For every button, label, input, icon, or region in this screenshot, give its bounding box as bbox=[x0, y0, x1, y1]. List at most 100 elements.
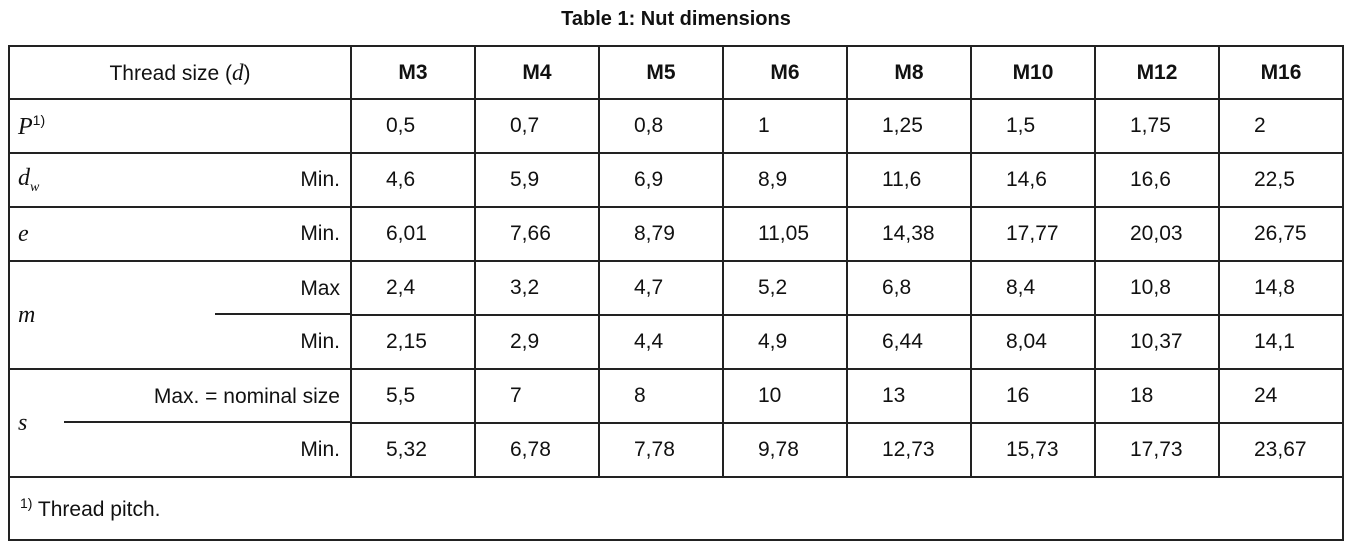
value-cell: 4,7 bbox=[598, 260, 724, 316]
value-cell: 8,4 bbox=[970, 260, 1096, 316]
symbol: d bbox=[18, 164, 30, 191]
header-label: Thread size (d) bbox=[8, 45, 352, 100]
qualifier: Min. bbox=[300, 168, 340, 191]
value-cell: 5,32 bbox=[350, 422, 476, 478]
symbol: m bbox=[18, 301, 36, 328]
thread-size: M4 bbox=[474, 45, 600, 100]
value-cell: 26,75 bbox=[1218, 206, 1344, 262]
value-cell: 16,6 bbox=[1094, 152, 1220, 208]
header-row: Thread size (d) M3 M4 M5 M6 M8 M10 M12 M16 bbox=[8, 45, 1344, 100]
row-qualifier: Max. = nominal size bbox=[64, 368, 352, 423]
value-cell: 16 bbox=[970, 368, 1096, 424]
value-cell: 11,6 bbox=[846, 152, 972, 208]
value-cell: 20,03 bbox=[1094, 206, 1220, 262]
row-symbol: s bbox=[8, 368, 64, 478]
thread-size: M8 bbox=[846, 45, 972, 100]
row-qualifier bbox=[64, 98, 352, 154]
row-qualifier: Min. bbox=[64, 152, 352, 208]
value-cell: 2 bbox=[1218, 98, 1344, 154]
value-cell: 6,9 bbox=[598, 152, 724, 208]
value-cell: 7 bbox=[474, 368, 600, 424]
footnote-ref: 1) bbox=[32, 111, 46, 128]
qualifier: Min. bbox=[300, 222, 340, 245]
data-row: dw Min. 4,6 5,9 6,9 8,9 11,6 14,6 16,6 22,5 bbox=[8, 152, 1344, 208]
value-cell: 6,44 bbox=[846, 314, 972, 370]
nut-table: Thread size (d) M3 M4 M5 M6 M8 M10 M12 M16 P1) 0,5… bbox=[8, 45, 1344, 541]
value-cell: 5,9 bbox=[474, 152, 600, 208]
value-cell: 1,75 bbox=[1094, 98, 1220, 154]
value-cell: 4,4 bbox=[598, 314, 724, 370]
value-cell: 10,8 bbox=[1094, 260, 1220, 316]
row-qualifier: Max bbox=[64, 260, 352, 315]
value-cell: 5,2 bbox=[722, 260, 848, 316]
value-cell: 15,73 bbox=[970, 422, 1096, 478]
row-symbol: m bbox=[8, 260, 64, 370]
row-qualifier: Min. bbox=[64, 206, 352, 262]
value-cell: 9,78 bbox=[722, 422, 848, 478]
value-cell: 8,9 bbox=[722, 152, 848, 208]
value-cell: 13 bbox=[846, 368, 972, 424]
symbol: P bbox=[18, 113, 33, 140]
value-cell: 2,9 bbox=[474, 314, 600, 370]
value-cell: 24 bbox=[1218, 368, 1344, 424]
value-cell: 22,5 bbox=[1218, 152, 1344, 208]
value-cell: 10,37 bbox=[1094, 314, 1220, 370]
data-row: m Max 2,4 3,2 4,7 5,2 6,8 8,4 10,8 14,8 bbox=[8, 260, 1344, 370]
qualifier: Min. bbox=[300, 329, 340, 353]
value-cell: 4,6 bbox=[350, 152, 476, 208]
footnote-row: 1) Thread pitch. bbox=[8, 476, 1344, 541]
data-row: s Max. = nominal size 5,5 7 8 10 13 16 18 24 bbox=[8, 368, 1344, 478]
value-cell: 2,4 bbox=[350, 260, 476, 316]
value-cell: 0,5 bbox=[350, 98, 476, 154]
label-symbol: d bbox=[232, 59, 244, 85]
row-symbol: dw bbox=[8, 152, 64, 208]
value-cell: 12,73 bbox=[846, 422, 972, 478]
data-row: e Min. 6,01 7,66 8,79 11,05 14,38 17,77 20,03 26,… bbox=[8, 206, 1344, 262]
value-cell: 8 bbox=[598, 368, 724, 424]
value-cell: 4,9 bbox=[722, 314, 848, 370]
value-cell: 6,8 bbox=[846, 260, 972, 316]
value-cell: 0,7 bbox=[474, 98, 600, 154]
value-cell: 14,8 bbox=[1218, 260, 1344, 316]
qualifier: Min. bbox=[300, 437, 340, 461]
qualifier: Max. = nominal size bbox=[153, 384, 340, 408]
row-qualifier: Min. bbox=[64, 423, 352, 478]
value-cell: 10 bbox=[722, 368, 848, 424]
value-cell: 17,77 bbox=[970, 206, 1096, 262]
value-cell: 6,01 bbox=[350, 206, 476, 262]
value-cell: 14,6 bbox=[970, 152, 1096, 208]
value-cell: 6,78 bbox=[474, 422, 600, 478]
data-row: P1) 0,5 0,7 0,8 1 1,25 1,5 1,75 2 bbox=[8, 98, 1344, 154]
value-cell: 0,8 bbox=[598, 98, 724, 154]
value-cell: 14,38 bbox=[846, 206, 972, 262]
symbol: e bbox=[18, 220, 29, 247]
thread-size: M6 bbox=[722, 45, 848, 100]
value-cell: 14,1 bbox=[1218, 314, 1344, 370]
label-text: ) bbox=[243, 61, 251, 85]
thread-size: M10 bbox=[970, 45, 1096, 100]
footnote: 1) Thread pitch. bbox=[8, 476, 1344, 541]
row-symbol: e bbox=[8, 206, 64, 262]
value-cell: 3,2 bbox=[474, 260, 600, 316]
value-cell: 8,04 bbox=[970, 314, 1096, 370]
qualifier: Max bbox=[300, 276, 340, 300]
value-cell: 5,5 bbox=[350, 368, 476, 424]
value-cell: 17,73 bbox=[1094, 422, 1220, 478]
symbol: s bbox=[18, 409, 28, 436]
footnote-text: Thread pitch. bbox=[37, 498, 161, 521]
value-cell: 7,66 bbox=[474, 206, 600, 262]
value-cell: 1,25 bbox=[846, 98, 972, 154]
value-cell: 7,78 bbox=[598, 422, 724, 478]
label-text: Thread size ( bbox=[109, 61, 233, 85]
value-cell: 18 bbox=[1094, 368, 1220, 424]
data-row: Min. 2,15 2,9 4,4 4,9 6,44 8,04 10,37 14,1 bbox=[9, 314, 1344, 370]
value-cell: 1 bbox=[722, 98, 848, 154]
value-cell: 1,5 bbox=[970, 98, 1096, 154]
value-cell: 2,15 bbox=[350, 314, 476, 370]
value-cell: 8,79 bbox=[598, 206, 724, 262]
thread-size: M3 bbox=[350, 45, 476, 100]
thread-size: M5 bbox=[598, 45, 724, 100]
row-symbol: P1) bbox=[8, 98, 64, 154]
thread-size: M12 bbox=[1094, 45, 1220, 100]
